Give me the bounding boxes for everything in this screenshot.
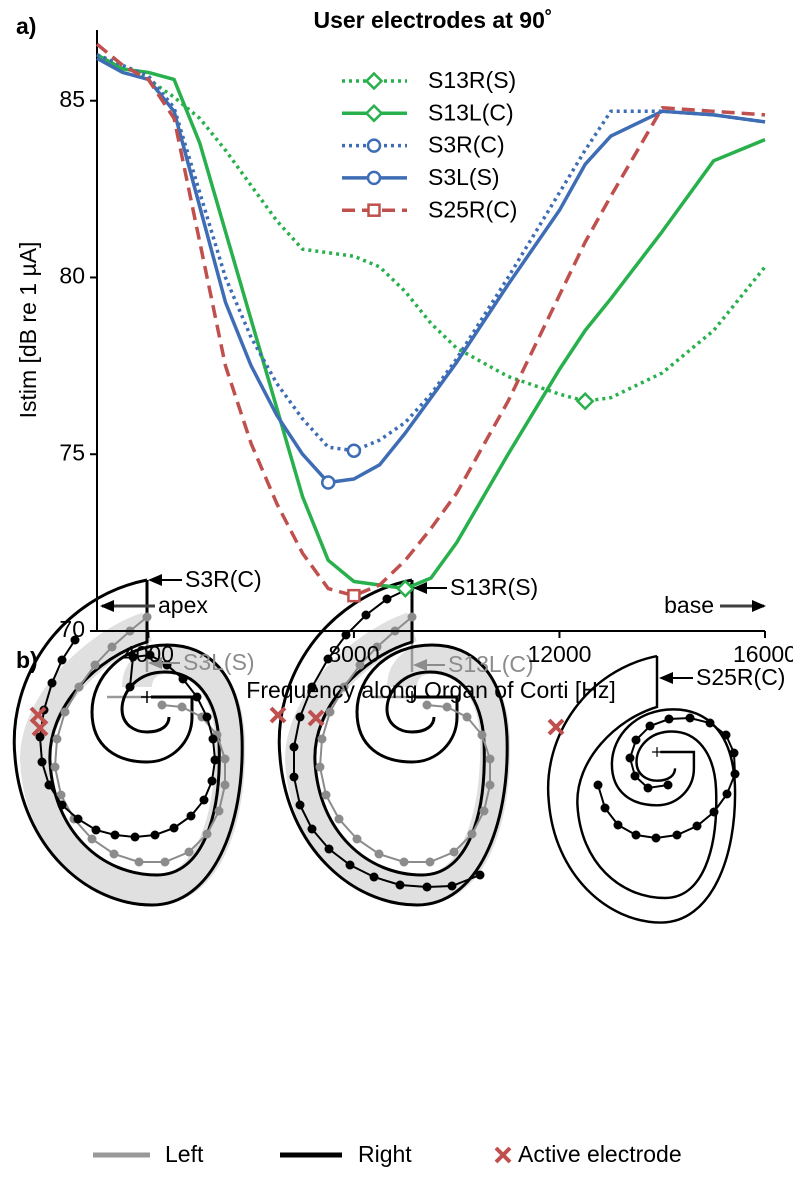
point-marker	[346, 443, 362, 458]
y-tick-label: 75	[59, 439, 85, 465]
panel-label: b)	[16, 647, 38, 673]
legend-label: Left	[165, 1141, 204, 1167]
annotation: apex	[158, 592, 208, 618]
y-axis-label: Istim [dB re 1 µA]	[15, 242, 41, 419]
legend-label: S3L(S)	[428, 164, 500, 190]
series-line	[96, 53, 766, 453]
series-line	[96, 56, 766, 485]
legend-marker	[364, 104, 384, 123]
electrode-label: S13R(S)	[450, 574, 538, 600]
electrode-label: S3L(S)	[183, 649, 255, 675]
series-line	[95, 42, 766, 598]
series-line	[96, 53, 767, 403]
cochlea	[12, 580, 242, 907]
legend-marker	[494, 1146, 512, 1164]
electrode-array	[593, 713, 740, 843]
legend-marker	[366, 170, 382, 186]
legend-marker	[367, 203, 381, 217]
legend-marker	[364, 71, 384, 91]
point-marker	[347, 588, 361, 603]
y-tick-label: 80	[59, 263, 85, 289]
cochlea	[277, 580, 507, 907]
x-tick-label: 16000	[733, 641, 793, 667]
legend-label: S13L(C)	[428, 99, 514, 125]
point-marker	[396, 579, 415, 598]
y-tick-label: 70	[59, 616, 85, 642]
legend-label: S3R(C)	[428, 132, 505, 158]
active-electrodes	[29, 706, 565, 737]
x-tick-label: 4000	[123, 641, 174, 667]
electrode-label: S13L(C)	[448, 651, 534, 677]
panel-label: a)	[16, 13, 36, 39]
y-tick-label: 85	[59, 86, 85, 112]
legend-label: S13R(S)	[428, 67, 516, 93]
chart-title: User electrodes at 90˚	[313, 7, 552, 33]
point-marker	[320, 475, 336, 490]
electrode-label: S25R(C)	[696, 664, 785, 690]
x-tick-label: 12000	[527, 641, 591, 667]
x-axis-label: Frequency along Organ of Corti [Hz]	[246, 677, 615, 703]
electrode-label: S3R(C)	[185, 566, 262, 592]
series-line	[96, 53, 766, 591]
legend-marker	[366, 138, 382, 153]
x-tick-label: 8000	[328, 641, 379, 667]
legend-label: S25R(C)	[428, 196, 517, 222]
point-marker	[575, 391, 595, 411]
annotation: base	[664, 592, 714, 618]
legend-label: Active electrode	[518, 1141, 682, 1167]
legend-label: Right	[358, 1141, 412, 1167]
